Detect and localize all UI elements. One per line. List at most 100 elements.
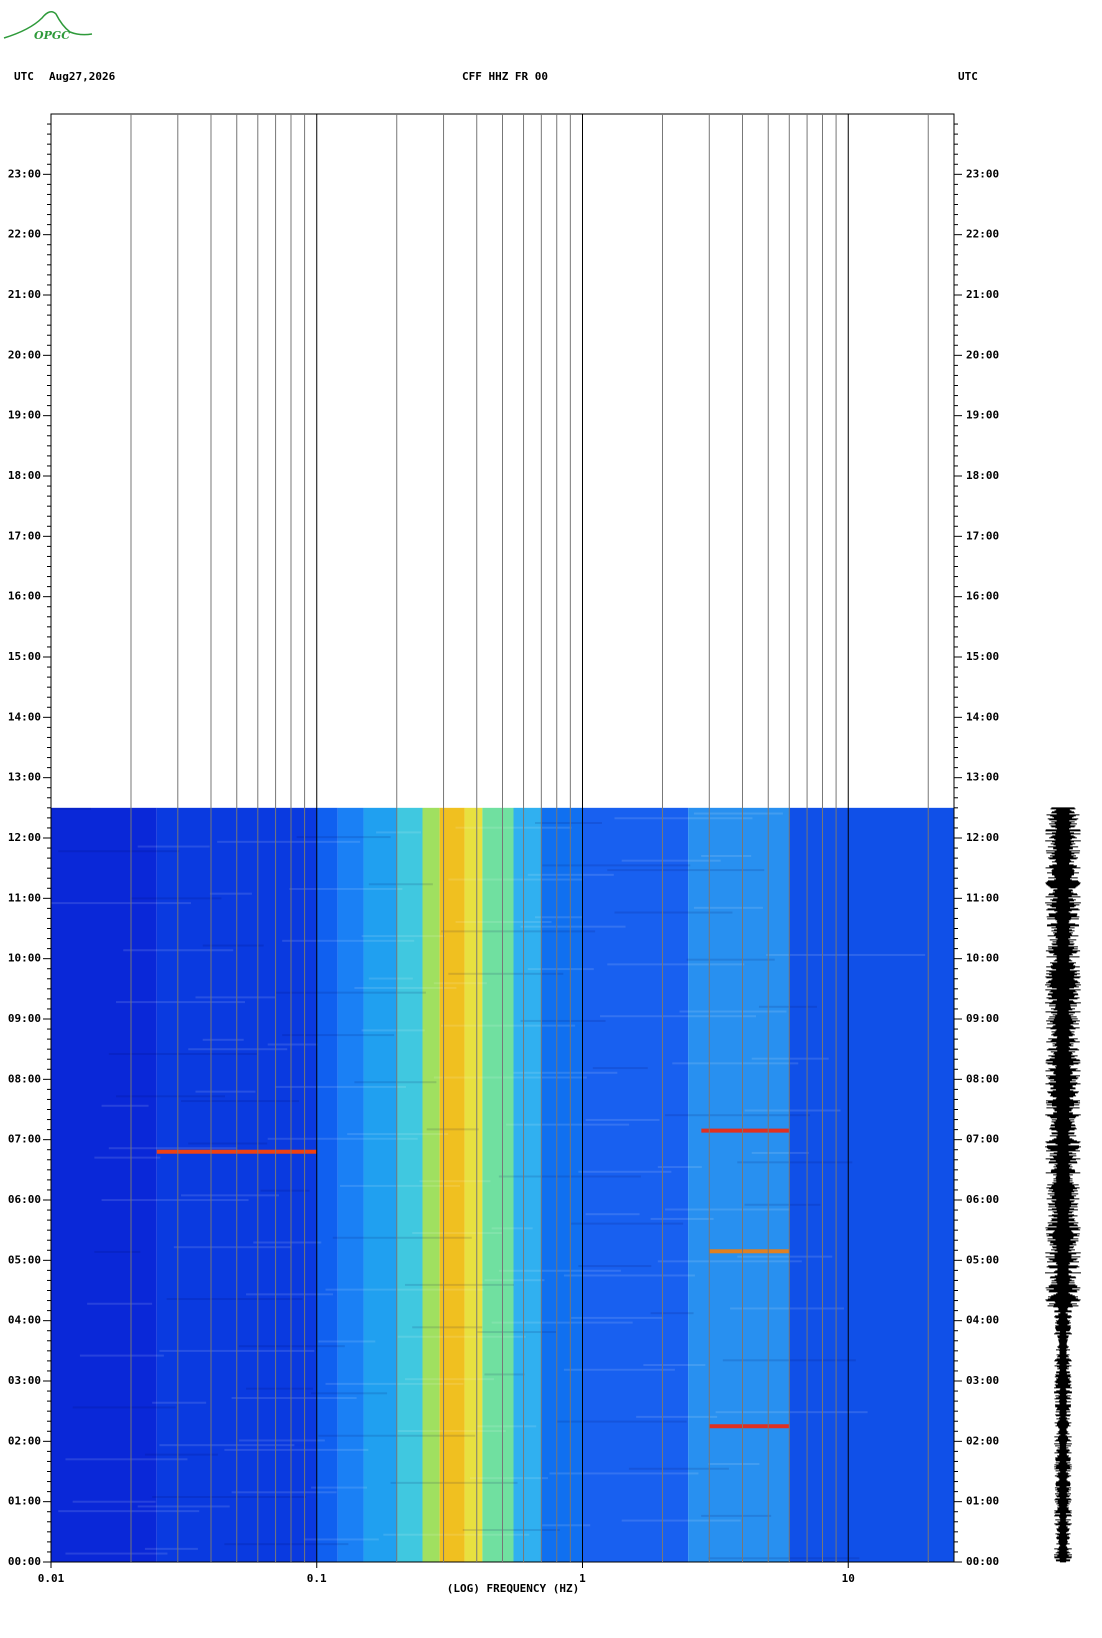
texture-streak [643, 1364, 706, 1367]
texture-streak [542, 864, 691, 867]
date-label: Aug27,2026 [49, 70, 116, 83]
y-tick-label: 19:00 [8, 409, 41, 422]
timezone-label: UTC [958, 70, 978, 83]
texture-streak [253, 1241, 322, 1244]
x-tick-label: 10 [842, 1572, 855, 1585]
texture-streak [361, 935, 445, 938]
texture-streak [513, 1071, 618, 1074]
texture-streak [94, 1156, 161, 1159]
texture-streak [455, 826, 572, 829]
texture-streak [758, 1005, 817, 1008]
spectrogram-band [396, 807, 423, 1562]
y-tick-label: 12:00 [966, 831, 999, 844]
texture-streak [563, 1274, 695, 1277]
y-tick-label: 04:00 [966, 1314, 999, 1327]
texture-streak [665, 1114, 811, 1117]
texture-streak [404, 1378, 494, 1381]
texture-streak [404, 1283, 514, 1286]
event-streak [701, 1128, 790, 1133]
y-tick-label: 13:00 [8, 771, 41, 784]
y-tick-label: 20:00 [966, 348, 999, 361]
texture-streak [708, 1557, 860, 1560]
y-tick-label: 11:00 [966, 891, 999, 904]
y-tick-label: 01:00 [8, 1495, 41, 1508]
texture-streak [144, 1453, 218, 1456]
texture-streak [751, 1151, 809, 1154]
spectrogram-band [51, 807, 157, 1562]
y-tick-label: 17:00 [8, 529, 41, 542]
texture-streak [181, 1194, 280, 1197]
chart-title: CFF HHZ FR 00 [462, 70, 548, 83]
x-tick-label: 1 [579, 1572, 586, 1585]
texture-streak [238, 1439, 325, 1442]
texture-streak [224, 1543, 349, 1546]
texture-streak [491, 1321, 633, 1324]
y-tick-label: 05:00 [966, 1253, 999, 1266]
texture-streak [484, 1373, 525, 1376]
texture-streak [477, 1331, 557, 1334]
spectrogram-band [316, 807, 338, 1562]
texture-streak [448, 972, 564, 975]
texture-streak [397, 1335, 526, 1338]
texture-streak [737, 1161, 853, 1164]
texture-streak [246, 1387, 314, 1390]
texture-streak [397, 1430, 506, 1433]
texture-streak [152, 1496, 307, 1499]
texture-streak [108, 1052, 257, 1055]
texture-streak [650, 1312, 694, 1315]
y-tick-label: 18:00 [966, 469, 999, 482]
texture-streak [116, 1001, 246, 1004]
event-streak [709, 1424, 790, 1429]
texture-streak [672, 1062, 799, 1065]
y-tick-label: 07:00 [966, 1133, 999, 1146]
texture-streak [621, 1519, 741, 1522]
texture-streak [318, 1340, 376, 1343]
texture-streak [51, 902, 191, 905]
texture-streak [137, 1505, 230, 1508]
texture-streak [477, 1425, 537, 1428]
texture-streak [339, 1184, 460, 1187]
y-tick-label: 08:00 [8, 1072, 41, 1085]
spectrogram-band [464, 807, 483, 1562]
texture-streak [354, 1081, 437, 1084]
texture-streak [231, 1491, 337, 1494]
texture-streak [361, 1029, 425, 1032]
texture-streak [246, 1293, 334, 1296]
texture-streak [65, 1458, 188, 1461]
texture-streak [202, 944, 264, 947]
texture-streak [303, 1538, 379, 1541]
y-tick-label: 05:00 [8, 1253, 41, 1266]
y-tick-label: 09:00 [966, 1012, 999, 1025]
texture-streak [166, 1298, 303, 1301]
texture-streak [354, 986, 457, 989]
texture-streak [592, 1067, 648, 1070]
texture-streak [282, 939, 415, 942]
texture-streak [520, 925, 626, 928]
texture-streak [325, 1382, 464, 1385]
texture-streak [441, 930, 596, 933]
timezone-label: UTC [14, 70, 34, 83]
texture-streak [159, 1444, 295, 1447]
texture-streak [491, 1227, 533, 1230]
y-tick-label: 18:00 [8, 469, 41, 482]
texture-streak [600, 1015, 757, 1018]
texture-streak [260, 1189, 310, 1192]
texture-streak [188, 1142, 268, 1145]
texture-streak [693, 812, 783, 815]
spectrogram-band [541, 807, 583, 1562]
texture-streak [571, 1222, 684, 1225]
y-tick-label: 07:00 [8, 1133, 41, 1146]
texture-streak [332, 1236, 472, 1239]
texture-streak [585, 1213, 640, 1216]
texture-streak [289, 887, 403, 890]
y-tick-label: 14:00 [966, 710, 999, 723]
texture-streak [267, 1043, 318, 1046]
texture-streak [520, 1019, 606, 1022]
texture-streak [563, 1368, 675, 1371]
texture-streak [542, 1524, 591, 1527]
texture-streak [58, 1510, 200, 1513]
y-tick-label: 02:00 [8, 1434, 41, 1447]
y-tick-label: 16:00 [966, 590, 999, 603]
y-tick-label: 21:00 [966, 288, 999, 301]
